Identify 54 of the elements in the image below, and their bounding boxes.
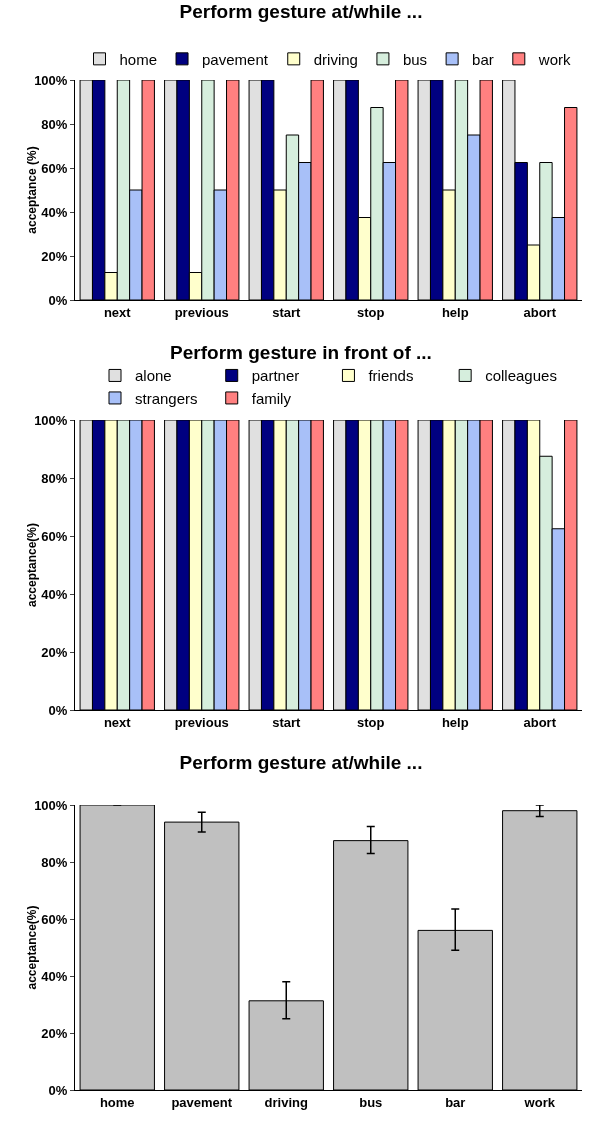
y-tick-label: 40% bbox=[41, 586, 68, 602]
chart-title: Perform gesture in front of ... bbox=[170, 342, 432, 364]
y-tick-label: 40% bbox=[41, 204, 68, 220]
y-tick-label: 60% bbox=[41, 911, 68, 927]
y-tick-label: 0% bbox=[48, 292, 68, 308]
x-tick-label: next bbox=[103, 714, 132, 730]
x-tick-label: abort bbox=[523, 304, 557, 320]
x-tick-label: previous bbox=[174, 714, 229, 730]
y-tick-label: 80% bbox=[41, 116, 68, 132]
x-tick-label: stop bbox=[357, 304, 385, 320]
y-tick-label: 60% bbox=[41, 160, 68, 176]
y-tick-label: 40% bbox=[41, 968, 68, 984]
x-tick-label: work bbox=[523, 1094, 556, 1110]
x-tick-label: start bbox=[272, 304, 301, 320]
y-tick-label: 0% bbox=[48, 702, 68, 718]
x-tick-label: stop bbox=[357, 714, 385, 730]
y-tick-label: 20% bbox=[41, 1025, 68, 1041]
legend-label: work bbox=[537, 50, 571, 68]
y-tick-label: 0% bbox=[48, 1082, 68, 1098]
x-tick-label: bus bbox=[359, 1094, 383, 1110]
y-tick-label: 80% bbox=[41, 854, 68, 870]
chart-title: Perform gesture at/while ... bbox=[179, 752, 423, 773]
legend-label: bus bbox=[402, 50, 428, 68]
x-tick-label: bar bbox=[445, 1094, 466, 1110]
y-tick-label: 80% bbox=[41, 470, 68, 486]
legend-label: driving bbox=[313, 50, 358, 68]
legend-label: friends bbox=[368, 367, 414, 385]
y-axis-title: acceptance (%) bbox=[25, 146, 40, 234]
x-tick-label: home bbox=[99, 1094, 135, 1110]
y-tick-label: 20% bbox=[41, 644, 68, 660]
chart-title: Perform gesture at/while ... bbox=[179, 1, 423, 23]
y-tick-label: 20% bbox=[41, 248, 68, 264]
y-tick-label: 100% bbox=[34, 797, 68, 813]
x-tick-label: start bbox=[272, 714, 301, 730]
y-tick-label: 100% bbox=[34, 412, 68, 428]
legend-label: pavement bbox=[202, 50, 269, 68]
y-tick-label: 100% bbox=[34, 72, 68, 88]
x-tick-label: next bbox=[103, 304, 132, 320]
legend-label: family bbox=[251, 389, 292, 407]
x-tick-label: previous bbox=[174, 304, 229, 320]
x-tick-label: help bbox=[441, 304, 469, 320]
legend-label: partner bbox=[251, 367, 300, 385]
x-tick-label: driving bbox=[264, 1094, 308, 1110]
x-tick-label: pavement bbox=[171, 1094, 233, 1110]
x-tick-label: help bbox=[441, 714, 469, 730]
legend-label: alone bbox=[135, 367, 172, 385]
y-axis-title: acceptance(%) bbox=[25, 905, 40, 990]
x-tick-label: abort bbox=[523, 714, 557, 730]
y-tick-label: 60% bbox=[41, 528, 68, 544]
legend-label: strangers bbox=[135, 389, 198, 407]
legend-label: home bbox=[119, 50, 158, 68]
y-axis-title: acceptance(%) bbox=[25, 522, 40, 608]
legend-label: bar bbox=[472, 50, 494, 68]
legend-label: colleagues bbox=[485, 367, 557, 385]
